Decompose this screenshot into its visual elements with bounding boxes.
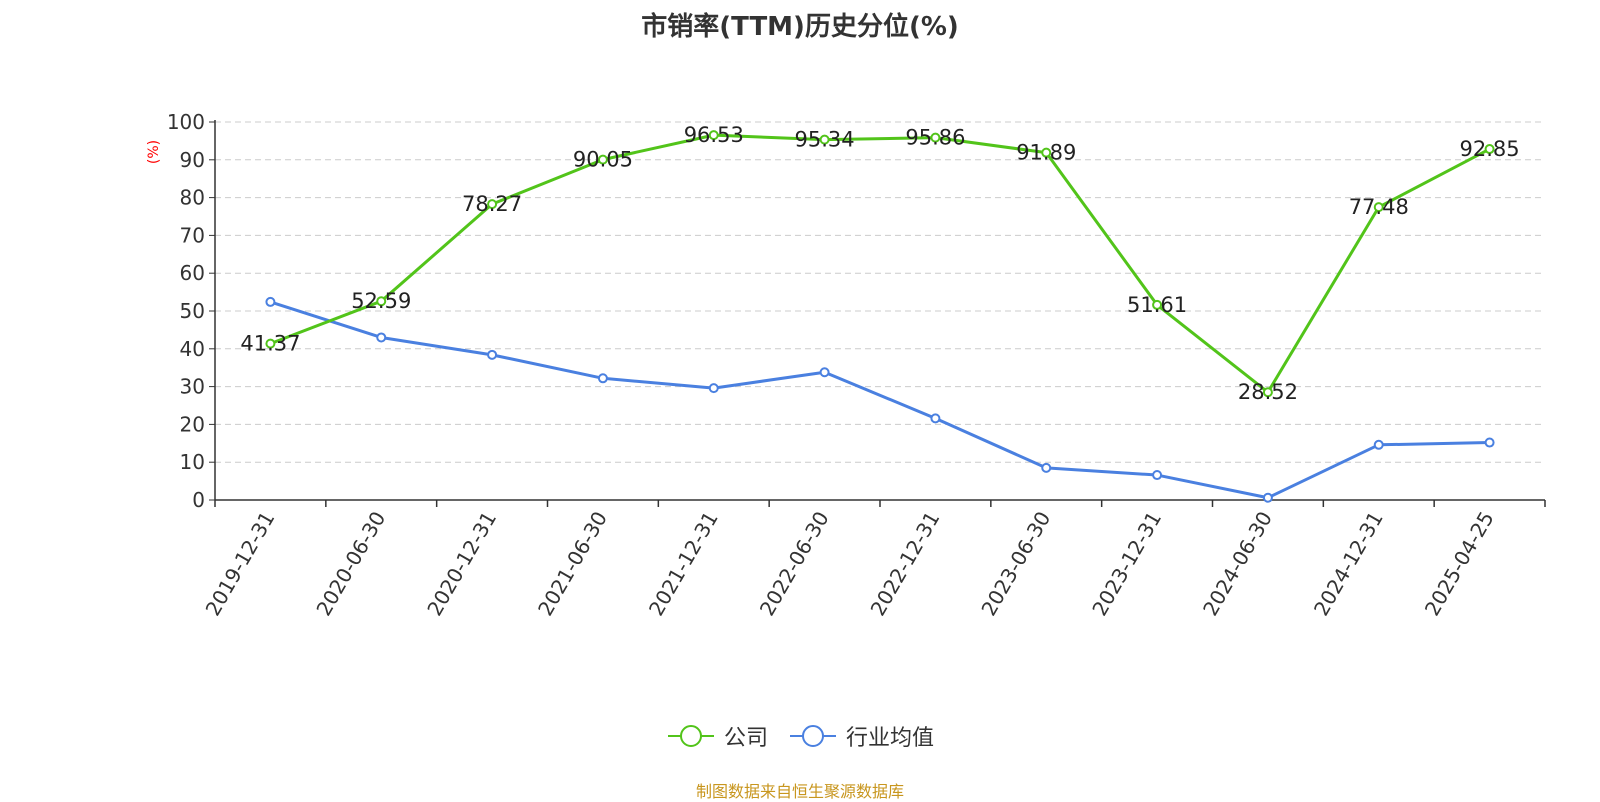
data-point <box>1373 439 1384 450</box>
series <box>265 130 1495 503</box>
data-label: 41.37 <box>240 332 300 356</box>
data-point <box>1152 299 1163 310</box>
y-tick-label: 30 <box>180 375 205 399</box>
x-tick-label: 2024-06-30 <box>1198 507 1277 620</box>
legend-item-company[interactable]: 公司 <box>666 720 768 752</box>
y-tick-label: 0 <box>192 488 205 512</box>
data-point <box>265 338 276 349</box>
x-tick-label: 2023-12-31 <box>1087 507 1166 620</box>
x-tick-label: 2023-06-30 <box>976 507 1055 620</box>
x-tick-label: 2020-12-31 <box>422 507 501 620</box>
series-line <box>269 133 1491 394</box>
series-line <box>269 300 1490 500</box>
grid-lines <box>215 121 1545 463</box>
data-point <box>1484 144 1495 155</box>
x-tick-label: 2025-04-25 <box>1420 507 1499 620</box>
y-tick-label: 60 <box>180 261 205 285</box>
x-tick-label: 2021-12-31 <box>644 507 723 620</box>
y-tick-label: 10 <box>180 450 205 474</box>
data-point <box>708 130 719 141</box>
data-point <box>1041 462 1052 473</box>
data-point <box>819 134 830 145</box>
data-label: 95.86 <box>905 126 965 150</box>
source-note: 制图数据来自恒生聚源数据库 <box>695 782 904 801</box>
data-point <box>597 373 608 384</box>
data-label: 96.53 <box>684 123 744 147</box>
legend-line-circle-icon <box>667 725 714 747</box>
data-point <box>930 132 941 143</box>
x-tick-label: 2019-12-31 <box>201 507 280 620</box>
legend-item-industry[interactable]: 行业均值 <box>788 720 934 752</box>
legend-label-company: 公司 <box>723 726 768 751</box>
axes: 0 10 20 30 40 50 60 70 80 90 100 2019-12-31 2020-06-… <box>167 110 1546 620</box>
data-point <box>265 296 276 307</box>
y-axis-label: (%) <box>146 140 162 164</box>
data-point <box>1484 437 1495 448</box>
data-point <box>1262 387 1273 398</box>
legend: 公司 行业均值 <box>0 720 1600 752</box>
y-tick-label: 90 <box>180 148 205 172</box>
data-label: 90.05 <box>573 148 633 172</box>
y-tick-label: 20 <box>180 412 205 436</box>
data-label: 78.27 <box>462 192 522 216</box>
data-label: 95.34 <box>795 128 855 152</box>
legend-line-circle-icon <box>790 725 836 747</box>
data-point <box>1041 147 1052 158</box>
legend-label-industry: 行业均值 <box>846 726 935 751</box>
x-tick-label: 2022-12-31 <box>866 507 945 620</box>
data-point <box>1373 202 1384 213</box>
y-tick-label: 80 <box>180 186 205 210</box>
x-tick-label: 2020-06-30 <box>311 507 390 620</box>
data-label: 77.48 <box>1349 195 1409 219</box>
data-point <box>1152 470 1163 481</box>
data-label: 28.52 <box>1238 380 1298 404</box>
data-point <box>487 199 498 210</box>
data-label: 51.61 <box>1127 293 1187 317</box>
data-point <box>376 296 387 307</box>
y-tick-label: 40 <box>180 337 205 361</box>
data-point <box>708 383 719 394</box>
x-tick-label: 2024-12-31 <box>1309 507 1388 620</box>
x-tick-label: 2021-06-30 <box>533 507 612 620</box>
data-point <box>376 332 387 343</box>
x-tick-label: 2022-06-30 <box>755 507 834 620</box>
data-labels: 41.37 52.59 78.27 90.05 96.53 95.34 95.86 91.89… <box>240 123 1519 404</box>
chart-title: 市销率(TTM)历史分位(%) <box>641 12 959 42</box>
data-point <box>1262 492 1273 503</box>
data-label: 91.89 <box>1016 141 1076 165</box>
data-point <box>487 349 498 360</box>
data-point <box>819 367 830 378</box>
y-tick-label: 100 <box>167 110 205 134</box>
y-tick-label: 70 <box>180 223 205 247</box>
data-point <box>597 154 608 165</box>
data-label: 52.59 <box>351 289 411 313</box>
y-tick-label: 50 <box>180 299 205 323</box>
data-label: 92.85 <box>1460 137 1520 161</box>
data-point <box>930 413 941 424</box>
